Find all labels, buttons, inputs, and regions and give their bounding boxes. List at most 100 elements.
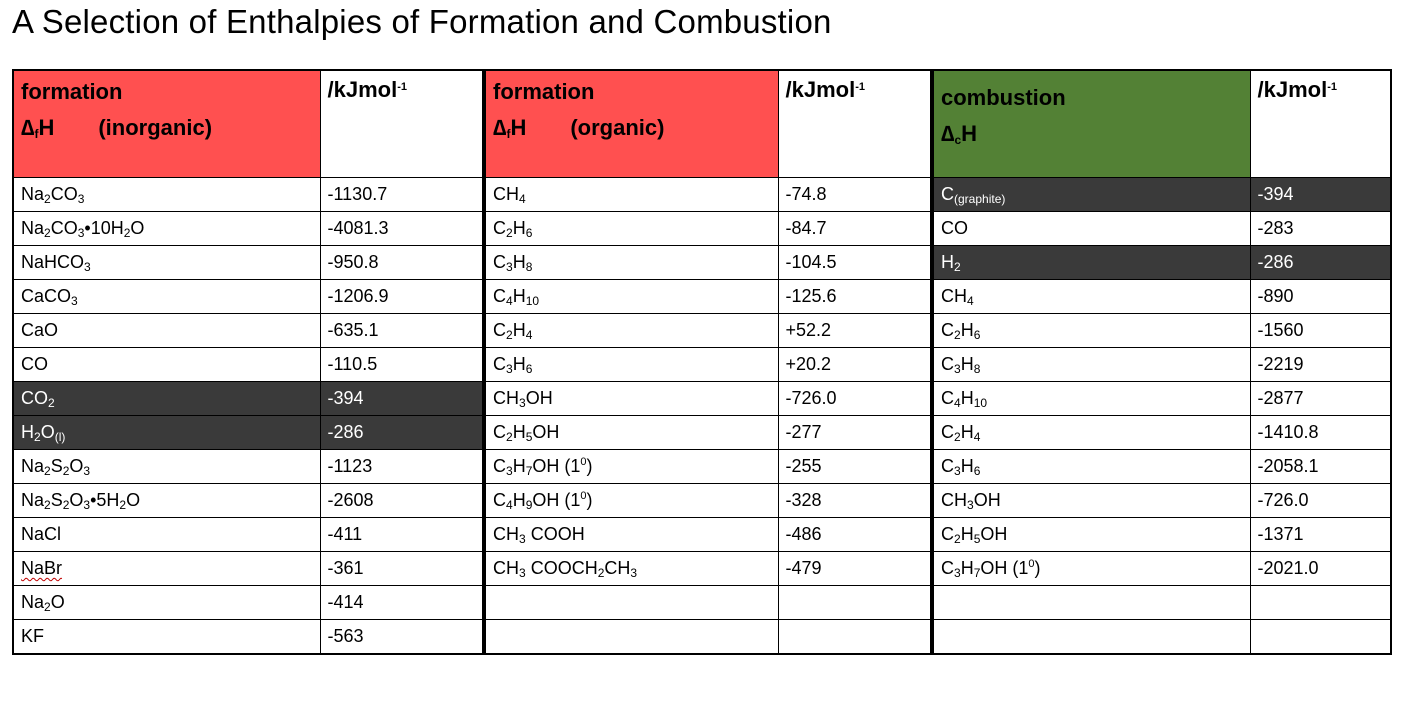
header-unit: /kJmol-1	[777, 69, 933, 178]
table-row: CO2 -394 CH3OH -726.0 C4H10 -2877	[12, 381, 1392, 416]
header-label: formation	[21, 79, 123, 104]
formula-cell-combustion	[930, 619, 1251, 655]
value-cell-inorganic: -394	[319, 381, 485, 416]
table-row: Na2S2O3 -1123 C3H7OH (10) -255 C3H6 -2058.1	[12, 449, 1392, 484]
value-cell-combustion: -1410.8	[1249, 415, 1392, 450]
value-cell-organic: -277	[777, 415, 933, 450]
value-cell-inorganic: -286	[319, 415, 485, 450]
header-unit: /kJmol-1	[1249, 69, 1392, 178]
header-label: combustion	[941, 85, 1066, 110]
formula-cell-inorganic: NaCl	[12, 517, 321, 552]
value-cell-combustion	[1249, 619, 1392, 655]
formula-cell-inorganic: Na2S2O3	[12, 449, 321, 484]
value-cell-inorganic: -1130.7	[319, 177, 485, 212]
table-header-row: formation ∆fH (inorganic) /kJmol-1 format…	[12, 69, 1392, 178]
value-cell-organic	[777, 619, 933, 655]
formula-cell-organic: CH4	[482, 177, 779, 212]
formula-cell-inorganic: Na2CO3	[12, 177, 321, 212]
formula-cell-organic: C2H5OH	[482, 415, 779, 450]
formula-cell-inorganic: CaO	[12, 313, 321, 348]
formula-cell-combustion: C3H8	[930, 347, 1251, 382]
formula-cell-organic: C2H4	[482, 313, 779, 348]
value-cell-inorganic: -1123	[319, 449, 485, 484]
table-row: Na2CO3 -1130.7 CH4 -74.8 C(graphite) -394	[12, 177, 1392, 212]
value-cell-inorganic: -110.5	[319, 347, 485, 382]
value-cell-combustion: -2058.1	[1249, 449, 1392, 484]
table-row: NaBr -361 CH3 COOCH2CH3 -479 C3H7OH (10) -202…	[12, 551, 1392, 586]
header-label: formation	[493, 79, 595, 104]
formula-cell-combustion: CH4	[930, 279, 1251, 314]
formula-cell-combustion: C2H4	[930, 415, 1251, 450]
value-cell-organic: -726.0	[777, 381, 933, 416]
value-cell-combustion: -2219	[1249, 347, 1392, 382]
value-cell-combustion: -394	[1249, 177, 1392, 212]
formula-cell-organic: C4H9OH (10)	[482, 483, 779, 518]
value-cell-organic: +52.2	[777, 313, 933, 348]
table-row: NaCl -411 CH3 COOH -486 C2H5OH -1371	[12, 517, 1392, 552]
value-cell-organic: -486	[777, 517, 933, 552]
table-row: CaO -635.1 C2H4 +52.2 C2H6 -1560	[12, 313, 1392, 348]
value-cell-organic: -255	[777, 449, 933, 484]
header-formation-inorganic: formation ∆fH (inorganic)	[12, 69, 321, 178]
value-cell-inorganic: -411	[319, 517, 485, 552]
value-cell-organic: -104.5	[777, 245, 933, 280]
table-row: CaCO3 -1206.9 C4H10 -125.6 CH4 -890	[12, 279, 1392, 314]
value-cell-inorganic: -414	[319, 585, 485, 620]
table-row: KF -563	[12, 619, 1392, 655]
table-row: Na2S2O3•5H2O -2608 C4H9OH (10) -328 CH3OH -72…	[12, 483, 1392, 518]
formula-cell-inorganic: NaBr	[12, 551, 321, 586]
formula-cell-organic: C3H6	[482, 347, 779, 382]
value-cell-inorganic: -950.8	[319, 245, 485, 280]
value-cell-inorganic: -1206.9	[319, 279, 485, 314]
value-cell-inorganic: -2608	[319, 483, 485, 518]
value-cell-inorganic: -4081.3	[319, 211, 485, 246]
header-delta-h: ∆fH (organic)	[493, 115, 665, 141]
formula-cell-inorganic: Na2S2O3•5H2O	[12, 483, 321, 518]
formula-cell-organic: C2H6	[482, 211, 779, 246]
formula-cell-combustion: C2H5OH	[930, 517, 1251, 552]
formula-cell-organic: CH3 COOH	[482, 517, 779, 552]
table-row: H2O(l) -286 C2H5OH -277 C2H4 -1410.8	[12, 415, 1392, 450]
formula-cell-organic	[482, 619, 779, 655]
header-delta-h: ∆cH	[941, 121, 978, 147]
value-cell-organic: -328	[777, 483, 933, 518]
formula-cell-inorganic: Na2CO3•10H2O	[12, 211, 321, 246]
formula-cell-combustion: H2	[930, 245, 1251, 280]
table-row: Na2O -414	[12, 585, 1392, 620]
value-cell-combustion: -283	[1249, 211, 1392, 246]
formula-cell-inorganic: CO2	[12, 381, 321, 416]
formula-cell-combustion: C3H7OH (10)	[930, 551, 1251, 586]
enthalpy-table: formation ∆fH (inorganic) /kJmol-1 format…	[12, 69, 1392, 655]
value-cell-combustion: -286	[1249, 245, 1392, 280]
header-delta-h: ∆fH (inorganic)	[21, 115, 213, 141]
formula-cell-organic: CH3OH	[482, 381, 779, 416]
header-formation-organic: formation ∆fH (organic)	[482, 69, 779, 178]
table-row: NaHCO3 -950.8 C3H8 -104.5 H2 -286	[12, 245, 1392, 280]
formula-cell-organic: CH3 COOCH2CH3	[482, 551, 779, 586]
formula-cell-inorganic: NaHCO3	[12, 245, 321, 280]
page-title: A Selection of Enthalpies of Formation a…	[12, 3, 832, 40]
formula-cell-organic: C3H7OH (10)	[482, 449, 779, 484]
value-cell-inorganic: -563	[319, 619, 485, 655]
formula-cell-inorganic: Na2O	[12, 585, 321, 620]
formula-cell-combustion: CH3OH	[930, 483, 1251, 518]
formula-cell-combustion: C2H6	[930, 313, 1251, 348]
value-cell-combustion: -2021.0	[1249, 551, 1392, 586]
formula-cell-combustion: CO	[930, 211, 1251, 246]
value-cell-organic: -125.6	[777, 279, 933, 314]
value-cell-combustion: -1371	[1249, 517, 1392, 552]
value-cell-combustion: -2877	[1249, 381, 1392, 416]
value-cell-organic: +20.2	[777, 347, 933, 382]
formula-cell-inorganic: H2O(l)	[12, 415, 321, 450]
value-cell-combustion: -726.0	[1249, 483, 1392, 518]
formula-cell-inorganic: KF	[12, 619, 321, 655]
formula-cell-inorganic: CaCO3	[12, 279, 321, 314]
value-cell-inorganic: -361	[319, 551, 485, 586]
formula-cell-combustion: C3H6	[930, 449, 1251, 484]
value-cell-inorganic: -635.1	[319, 313, 485, 348]
formula-cell-combustion	[930, 585, 1251, 620]
formula-cell-organic: C4H10	[482, 279, 779, 314]
value-cell-combustion: -890	[1249, 279, 1392, 314]
header-combustion: combustion ∆cH	[930, 69, 1251, 178]
formula-cell-organic	[482, 585, 779, 620]
